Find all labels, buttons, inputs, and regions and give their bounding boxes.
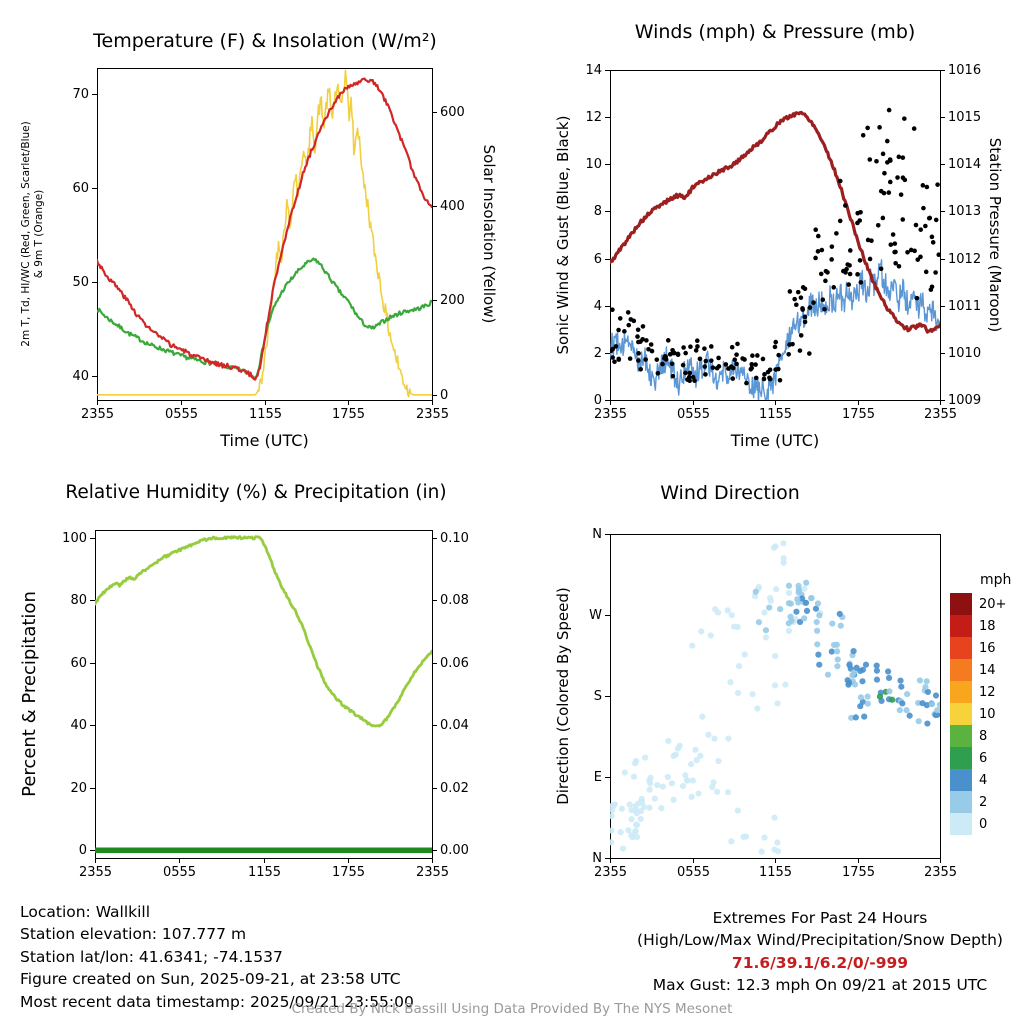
humidity-precipitation-chart xyxy=(0,460,512,905)
colorbar-bin: 18 xyxy=(950,615,1011,637)
figure-created: Figure created on Sun, 2025-09-21, at 23… xyxy=(20,970,401,989)
colorbar-bin: 16 xyxy=(950,637,1011,659)
colorbar-bin: 12 xyxy=(950,681,1011,703)
station-latlon: Station lat/lon: 41.6341; -74.1537 xyxy=(20,947,283,966)
temperature-insolation-chart xyxy=(0,0,512,460)
colorbar-bin: 2 xyxy=(950,791,1011,813)
colorbar-swatch xyxy=(950,813,972,835)
colorbar-bin-label: 12 xyxy=(979,684,996,700)
colorbar-bin-label: 8 xyxy=(979,728,988,744)
winds-pressure-chart xyxy=(512,0,1024,460)
colorbar-bin: 20+ xyxy=(950,593,1011,615)
colorbar-bin-label: 18 xyxy=(979,618,996,634)
humidity-y-axis-label-left: Percent & Precipitation xyxy=(18,591,40,797)
winds-x-axis-label: Time (UTC) xyxy=(730,431,820,450)
panel-winds-pressure: Winds (mph) & Pressure (mb) Sonic Wind &… xyxy=(512,0,1024,460)
extremes-title: Extremes For Past 24 Hours xyxy=(712,909,928,927)
colorbar-bin: 6 xyxy=(950,747,1011,769)
extremes-values: 71.6/39.1/6.2/0/-999 xyxy=(731,953,909,972)
temperature-x-axis-label: Time (UTC) xyxy=(220,431,309,450)
colorbar-swatch xyxy=(950,637,972,659)
colorbar-bin-label: 10 xyxy=(979,706,996,722)
colorbar-swatch xyxy=(950,615,972,637)
colorbar-bin-label: 4 xyxy=(979,772,988,788)
colorbar-bin-label: 6 xyxy=(979,750,988,766)
colorbar-swatch xyxy=(950,703,972,725)
wind-direction-y-axis-label: Direction (Colored By Speed) xyxy=(553,587,572,805)
colorbar-swatch xyxy=(950,769,972,791)
insolation-y-axis-label-right: Solar Insolation (Yellow) xyxy=(480,144,499,324)
station-location: Location: Wallkill xyxy=(20,903,151,921)
data-timestamp: Most recent data timestamp: 2025/09/21 2… xyxy=(20,992,414,1011)
colorbar-bin: 10 xyxy=(950,703,1011,725)
colorbar-bin-label: 2 xyxy=(979,794,988,810)
colorbar-swatch xyxy=(950,747,972,769)
colorbar-bin-label: 14 xyxy=(979,662,996,678)
colorbar-bin: 4 xyxy=(950,769,1011,791)
wind-y-axis-label-left: Sonic Wind & Gust (Blue, Black) xyxy=(553,115,572,355)
colorbar-bin-label: 16 xyxy=(979,640,996,656)
colorbar-swatch xyxy=(950,593,972,615)
credit-line: Created By Nick Bassill Using Data Provi… xyxy=(291,1001,733,1017)
pressure-y-axis-label-right: Station Pressure (Maroon) xyxy=(986,137,1005,333)
station-elevation: Station elevation: 107.777 m xyxy=(20,925,247,944)
station-info: Location: Wallkill Station elevation: 10… xyxy=(20,901,414,1013)
extremes-subtitle: (High/Low/Max Wind/Precipitation/Snow De… xyxy=(637,931,1003,950)
colorbar-swatch xyxy=(950,659,972,681)
colorbar-bin-label: 20+ xyxy=(979,596,1007,612)
panel-humidity-precipitation: Relative Humidity (%) & Precipitation (i… xyxy=(0,460,512,905)
max-gust: Max Gust: 12.3 mph On 09/21 at 2015 UTC xyxy=(652,976,988,995)
colorbar-bin-label: 0 xyxy=(979,816,988,832)
colorbar-unit-label: mph xyxy=(980,572,1012,588)
colorbar-swatch xyxy=(950,791,972,813)
colorbar: mph 20+ 18 16 14 12 10 8 6 4 2 0 xyxy=(950,572,1011,835)
wind-direction-chart xyxy=(512,460,1024,905)
colorbar-bin: 14 xyxy=(950,659,1011,681)
colorbar-swatch xyxy=(950,725,972,747)
extremes-block: Extremes For Past 24 Hours (High/Low/Max… xyxy=(628,907,1012,997)
wind-direction-chart-title: Wind Direction xyxy=(660,482,800,504)
colorbar-swatch xyxy=(950,681,972,703)
humidity-chart-title: Relative Humidity (%) & Precipitation (i… xyxy=(65,482,447,503)
colorbar-bin: 0 xyxy=(950,813,1011,835)
colorbar-bin: 8 xyxy=(950,725,1011,747)
panel-temperature-insolation: Temperature (F) & Insolation (W/m²) 2m T… xyxy=(0,0,512,460)
winds-chart-title: Winds (mph) & Pressure (mb) xyxy=(634,21,916,43)
temperature-y-axis-label-left: 2m T, Td, HI/WC (Red, Green, Scarlet/Blu… xyxy=(19,121,45,347)
temperature-chart-title: Temperature (F) & Insolation (W/m²) xyxy=(93,30,437,52)
panel-wind-direction: Wind Direction Direction (Colored By Spe… xyxy=(512,460,1024,905)
